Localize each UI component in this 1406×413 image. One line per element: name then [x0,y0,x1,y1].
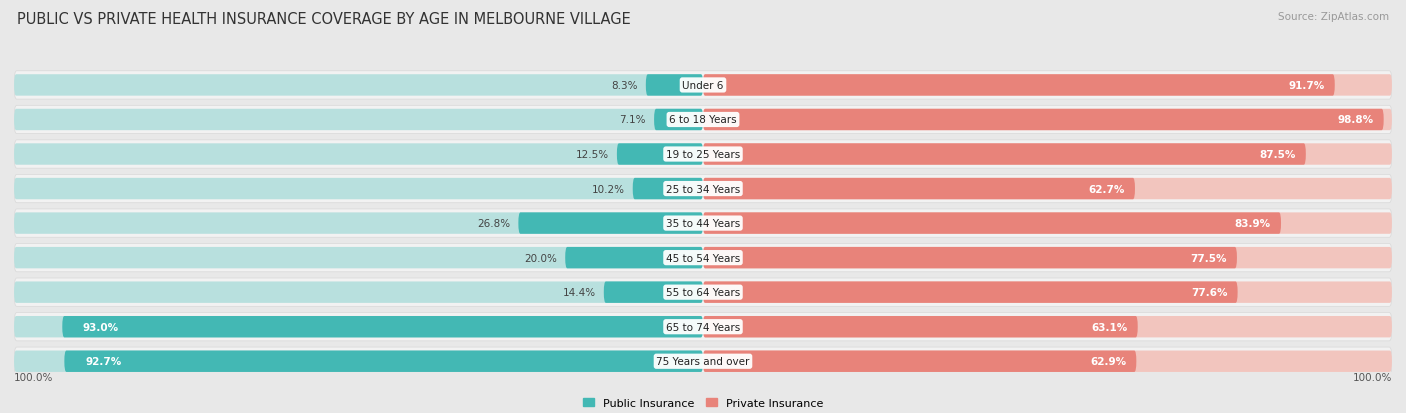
FancyBboxPatch shape [703,351,1136,372]
Text: 25 to 34 Years: 25 to 34 Years [666,184,740,194]
Text: 12.5%: 12.5% [575,150,609,160]
Text: 63.1%: 63.1% [1091,322,1128,332]
Text: 87.5%: 87.5% [1260,150,1295,160]
FancyBboxPatch shape [14,278,1392,306]
Legend: Public Insurance, Private Insurance: Public Insurance, Private Insurance [583,398,823,408]
FancyBboxPatch shape [703,75,1334,96]
Text: 20.0%: 20.0% [524,253,557,263]
FancyBboxPatch shape [703,213,1281,234]
Text: 62.9%: 62.9% [1090,356,1126,366]
Text: 6 to 18 Years: 6 to 18 Years [669,115,737,125]
FancyBboxPatch shape [645,75,703,96]
FancyBboxPatch shape [617,144,703,165]
FancyBboxPatch shape [703,109,1384,131]
Text: 93.0%: 93.0% [83,322,120,332]
FancyBboxPatch shape [603,282,703,303]
Text: 35 to 44 Years: 35 to 44 Years [666,218,740,228]
FancyBboxPatch shape [703,178,1135,200]
FancyBboxPatch shape [14,316,703,337]
Text: 55 to 64 Years: 55 to 64 Years [666,287,740,297]
FancyBboxPatch shape [703,178,1392,200]
FancyBboxPatch shape [703,75,1392,96]
Text: 14.4%: 14.4% [562,287,596,297]
FancyBboxPatch shape [14,140,1392,169]
FancyBboxPatch shape [703,282,1392,303]
FancyBboxPatch shape [703,213,1392,234]
FancyBboxPatch shape [62,316,703,337]
FancyBboxPatch shape [14,213,703,234]
FancyBboxPatch shape [14,175,1392,203]
Text: Under 6: Under 6 [682,81,724,91]
Text: Source: ZipAtlas.com: Source: ZipAtlas.com [1278,12,1389,22]
Text: 92.7%: 92.7% [84,356,121,366]
FancyBboxPatch shape [14,351,703,372]
FancyBboxPatch shape [703,109,1392,131]
Text: 10.2%: 10.2% [592,184,624,194]
Text: 7.1%: 7.1% [619,115,645,125]
FancyBboxPatch shape [14,282,703,303]
Text: 75 Years and over: 75 Years and over [657,356,749,366]
FancyBboxPatch shape [14,347,1392,375]
Text: 26.8%: 26.8% [477,218,510,228]
FancyBboxPatch shape [14,75,703,96]
FancyBboxPatch shape [14,313,1392,341]
Text: 77.5%: 77.5% [1189,253,1226,263]
FancyBboxPatch shape [703,316,1137,337]
FancyBboxPatch shape [703,144,1306,165]
FancyBboxPatch shape [14,109,703,131]
FancyBboxPatch shape [703,316,1392,337]
FancyBboxPatch shape [14,144,703,165]
Text: PUBLIC VS PRIVATE HEALTH INSURANCE COVERAGE BY AGE IN MELBOURNE VILLAGE: PUBLIC VS PRIVATE HEALTH INSURANCE COVER… [17,12,631,27]
Text: 62.7%: 62.7% [1088,184,1125,194]
FancyBboxPatch shape [703,282,1237,303]
FancyBboxPatch shape [14,244,1392,272]
Text: 45 to 54 Years: 45 to 54 Years [666,253,740,263]
Text: 91.7%: 91.7% [1288,81,1324,91]
FancyBboxPatch shape [14,209,1392,237]
FancyBboxPatch shape [703,247,1237,269]
FancyBboxPatch shape [14,71,1392,100]
Text: 100.0%: 100.0% [1353,372,1392,382]
FancyBboxPatch shape [703,247,1392,269]
Text: 98.8%: 98.8% [1337,115,1374,125]
Text: 65 to 74 Years: 65 to 74 Years [666,322,740,332]
Text: 77.6%: 77.6% [1191,287,1227,297]
FancyBboxPatch shape [519,213,703,234]
FancyBboxPatch shape [65,351,703,372]
FancyBboxPatch shape [703,351,1392,372]
Text: 100.0%: 100.0% [14,372,53,382]
FancyBboxPatch shape [654,109,703,131]
FancyBboxPatch shape [633,178,703,200]
Text: 19 to 25 Years: 19 to 25 Years [666,150,740,160]
FancyBboxPatch shape [14,247,703,269]
FancyBboxPatch shape [14,106,1392,134]
FancyBboxPatch shape [14,178,703,200]
FancyBboxPatch shape [703,144,1392,165]
Text: 8.3%: 8.3% [612,81,637,91]
Text: 83.9%: 83.9% [1234,218,1271,228]
FancyBboxPatch shape [565,247,703,269]
